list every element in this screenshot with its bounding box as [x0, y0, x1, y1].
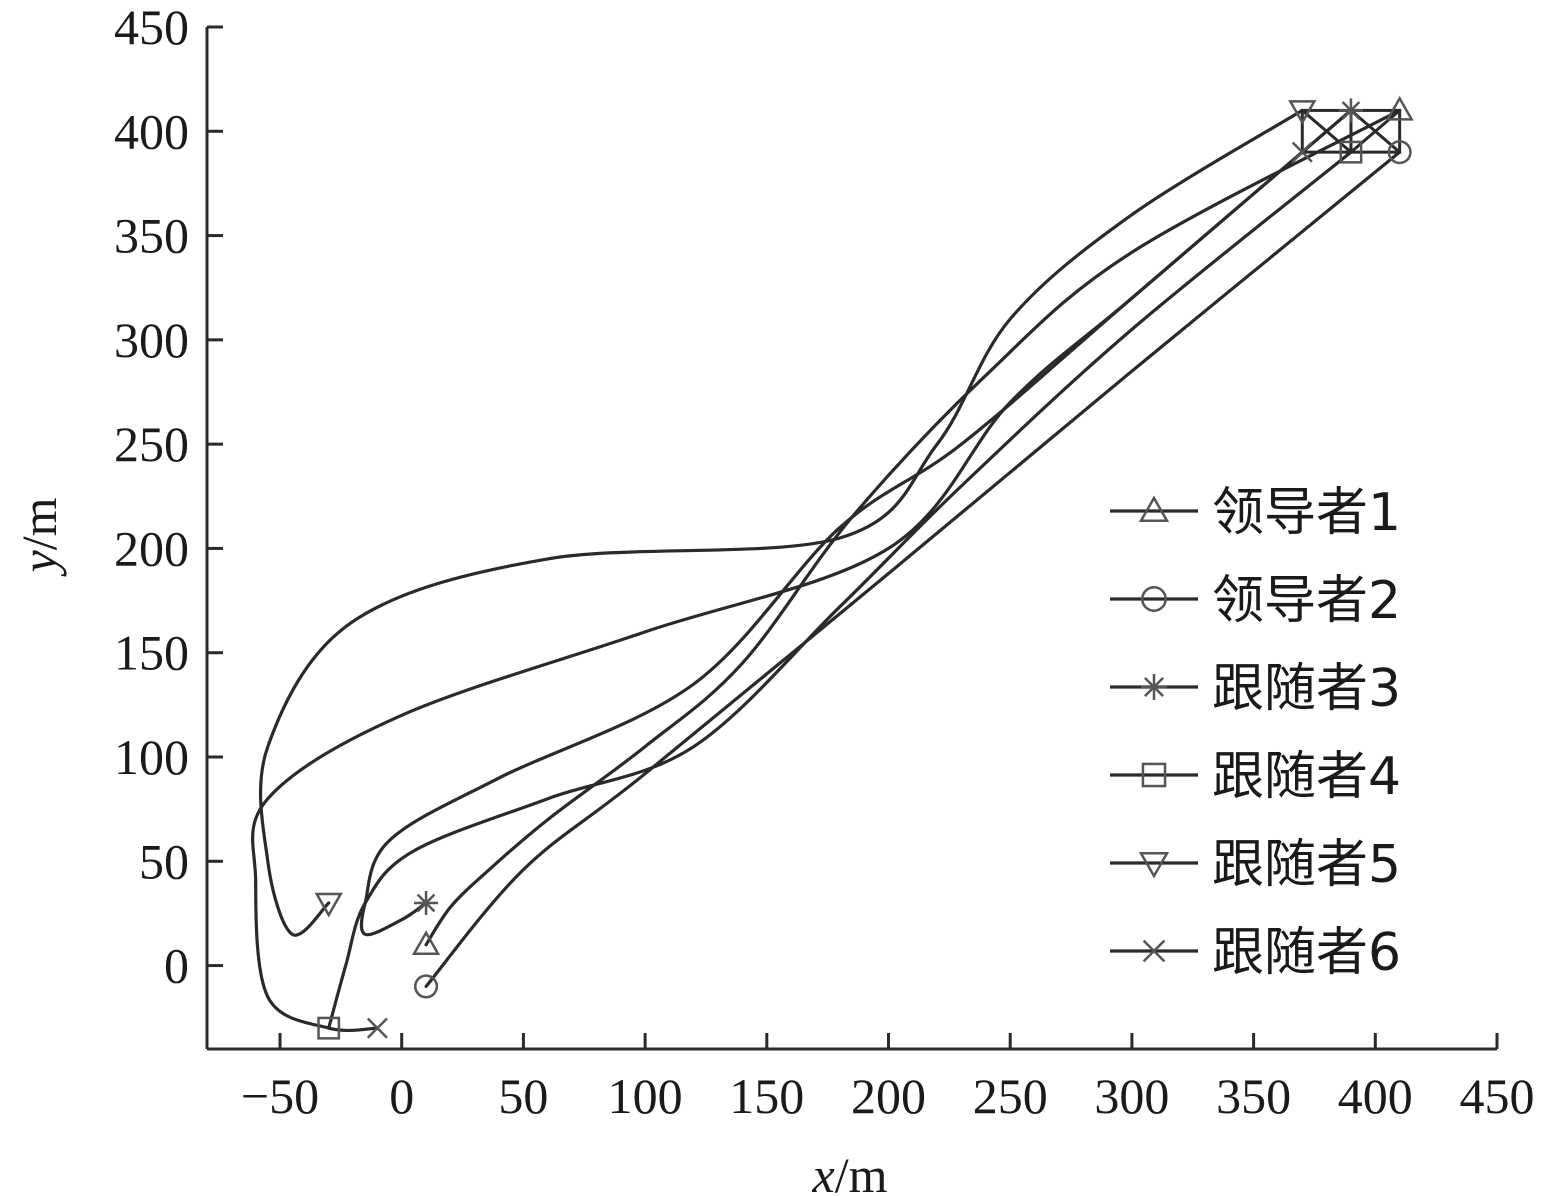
- series-start-marker-5: [314, 892, 343, 918]
- series-line-1: [424, 108, 1402, 947]
- y-axis-title: y/m: [11, 497, 67, 577]
- y-tick-label: 250: [114, 416, 189, 472]
- legend-label: 跟随者6: [1212, 923, 1401, 983]
- x-tick-label: 0: [389, 1068, 414, 1124]
- legend-item-3: 跟随者3: [1110, 659, 1401, 719]
- legend: 领导者1 领导者2 跟随者3 跟随者4 跟随者5 跟随者6: [1110, 483, 1401, 983]
- x-tick-label: −50: [241, 1068, 319, 1124]
- series-line-2: [424, 150, 1402, 988]
- series-end-marker-6: [1291, 141, 1313, 163]
- series-end-marker-4: [1339, 140, 1363, 164]
- x-tick-label: 300: [1094, 1068, 1169, 1124]
- legend-label: 跟随者3: [1212, 659, 1401, 719]
- y-tick-label: 50: [139, 833, 189, 889]
- series-line-4: [327, 150, 1353, 1030]
- legend-marker: [1138, 852, 1170, 879]
- legend-item-4: 跟随者4: [1110, 747, 1401, 807]
- series-end-marker-5: [1288, 100, 1317, 125]
- series-end-marker-1: [1385, 95, 1414, 121]
- series-start-marker-6: [366, 1017, 388, 1039]
- legend-marker: [1142, 939, 1166, 963]
- legend-label: 跟随者5: [1212, 835, 1401, 895]
- series-start-marker-3: [414, 891, 439, 915]
- legend-label: 跟随者4: [1212, 747, 1401, 807]
- x-tick-label: 200: [851, 1068, 926, 1124]
- x-tick-label: 100: [608, 1068, 683, 1124]
- y-tick-label: 100: [114, 729, 189, 785]
- x-tick-label: 50: [498, 1068, 548, 1124]
- legend-item-6: 跟随者6: [1110, 923, 1401, 983]
- series-start-marker-4: [317, 1016, 341, 1040]
- y-tick-label: 200: [114, 520, 189, 576]
- legend-marker: [1141, 762, 1167, 788]
- series-start-marker-2: [414, 974, 439, 999]
- x-tick-label: 150: [729, 1068, 804, 1124]
- y-tick-label: 350: [114, 208, 189, 264]
- y-tick-label: 400: [114, 103, 189, 159]
- legend-marker: [1141, 586, 1167, 612]
- y-tick-label: 300: [114, 312, 189, 368]
- series-start-marker-1: [411, 930, 441, 955]
- legend-label: 领导者2: [1212, 571, 1401, 631]
- series-line-6: [251, 150, 1304, 1033]
- legend-marker: [1138, 495, 1170, 522]
- series-end-marker-3: [1338, 98, 1363, 123]
- series-markers: [314, 95, 1414, 1040]
- legend-item-2: 领导者2: [1110, 571, 1401, 631]
- y-tick-label: 150: [114, 625, 189, 681]
- series-end-marker-2: [1387, 140, 1412, 165]
- legend-item-1: 领导者1: [1110, 483, 1401, 543]
- y-tick-label: 450: [114, 0, 189, 55]
- legend-label: 领导者1: [1212, 483, 1401, 543]
- x-tick-label: 400: [1338, 1068, 1413, 1124]
- legend-marker: [1141, 674, 1167, 700]
- x-tick-label: 450: [1460, 1068, 1535, 1124]
- legend-item-5: 跟随者5: [1110, 835, 1401, 895]
- series-line-5: [258, 108, 1304, 937]
- y-tick-label: 0: [164, 938, 189, 994]
- x-tick-label: 350: [1216, 1068, 1291, 1124]
- x-tick-label: 250: [973, 1068, 1048, 1124]
- x-axis-title: x/m: [812, 1147, 888, 1197]
- axes: −50 0 50 100 150 200 250 300 350 400 450 0 50 100 150 2…: [114, 0, 1535, 1124]
